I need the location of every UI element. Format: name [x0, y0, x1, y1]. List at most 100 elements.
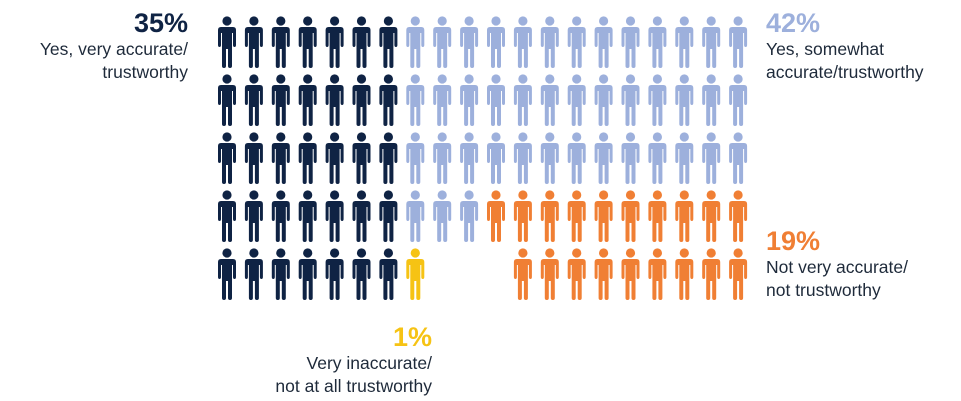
person-icon-somewhat	[702, 74, 721, 126]
person-icon-somewhat	[433, 74, 452, 126]
person-icon-very	[298, 132, 317, 184]
person-icon-notvery	[648, 190, 667, 242]
person-icon-somewhat	[567, 74, 586, 126]
person-icon-notvery	[675, 190, 694, 242]
somewhat-accurate-label-line1: Yes, somewhat	[766, 39, 885, 59]
very-inaccurate-label-line1: Very inaccurate/	[306, 353, 432, 373]
person-icon-very	[218, 248, 236, 300]
person-icon-somewhat	[594, 132, 613, 184]
person-icon-very	[218, 16, 236, 68]
person-icon-notvery	[513, 190, 532, 242]
person-icon-very	[298, 248, 317, 300]
very-inaccurate-percent: 1%	[392, 322, 432, 352]
person-icon-somewhat	[487, 74, 505, 126]
person-icon-very	[218, 190, 236, 242]
person-icon-very	[271, 16, 290, 68]
person-icon-somewhat	[540, 132, 559, 184]
person-icon-somewhat	[406, 190, 425, 242]
person-icon-somewhat	[648, 132, 667, 184]
person-icon-somewhat	[540, 74, 559, 126]
person-icon-somewhat	[729, 16, 748, 68]
person-icon-notvery	[540, 248, 559, 300]
person-icon-notvery	[594, 190, 613, 242]
person-icon-somewhat	[621, 16, 640, 68]
person-icon-very	[244, 74, 263, 126]
person-icon-somewhat	[513, 74, 532, 126]
not-very-accurate-percent: 19%	[766, 226, 821, 256]
person-icon-very	[218, 74, 236, 126]
person-icon-notvery	[648, 248, 667, 300]
person-icon-somewhat	[594, 74, 613, 126]
person-icon-very	[271, 248, 290, 300]
person-icon-somewhat	[675, 132, 694, 184]
person-icon-somewhat	[406, 16, 425, 68]
legend-somewhat-accurate: 42% Yes, somewhat accurate/trustworthy	[766, 8, 924, 84]
person-icon-notvery	[567, 190, 586, 242]
person-icon-somewhat	[487, 16, 505, 68]
very-accurate-percent: 35%	[133, 8, 188, 38]
person-icon-notvery	[621, 190, 640, 242]
person-icon-very	[244, 190, 263, 242]
person-icon-notvery	[675, 248, 694, 300]
person-icon-somewhat	[648, 74, 667, 126]
person-icon-very	[325, 248, 344, 300]
person-icon-very	[352, 190, 371, 242]
person-icon-somewhat	[460, 16, 479, 68]
person-icon-notvery	[594, 248, 613, 300]
person-icon-very	[244, 132, 263, 184]
very-accurate-label-line2: trustworthy	[102, 62, 188, 82]
person-icon-somewhat	[460, 132, 479, 184]
person-icon-notvery	[540, 190, 559, 242]
person-icon-very	[244, 16, 263, 68]
person-icon-very	[379, 248, 398, 300]
person-icon-very	[325, 16, 344, 68]
person-icon-somewhat	[594, 16, 613, 68]
person-icon-very	[379, 74, 398, 126]
person-icon-somewhat	[460, 74, 479, 126]
person-icon-notvery	[702, 248, 721, 300]
person-icon-very	[379, 132, 398, 184]
legend-not-very-accurate: 19% Not very accurate/ not trustworthy	[766, 226, 908, 302]
person-icon-notvery	[513, 248, 532, 300]
person-icon-notvery	[621, 248, 640, 300]
person-icon-very	[271, 132, 290, 184]
person-icon-very	[352, 132, 371, 184]
somewhat-accurate-percent: 42%	[766, 8, 821, 38]
person-icon-somewhat	[621, 132, 640, 184]
person-icon-very	[298, 74, 317, 126]
person-icon-inacc	[406, 248, 425, 300]
person-icon-very	[379, 190, 398, 242]
legend-very-inaccurate: 1% Very inaccurate/ not at all trustwort…	[275, 322, 432, 398]
person-icon-very	[271, 190, 290, 242]
not-very-accurate-label-line1: Not very accurate/	[766, 257, 908, 277]
person-icon-somewhat	[460, 190, 479, 242]
person-icon-very	[352, 74, 371, 126]
person-icon-somewhat	[406, 74, 425, 126]
legend-very-accurate: 35% Yes, very accurate/ trustworthy	[40, 8, 188, 84]
person-icon-somewhat	[513, 16, 532, 68]
person-icon-somewhat	[675, 74, 694, 126]
person-icon-notvery	[702, 190, 721, 242]
person-icon-somewhat	[621, 74, 640, 126]
person-icon-notvery	[567, 248, 586, 300]
person-icon-very	[298, 16, 317, 68]
person-icon-very	[325, 190, 344, 242]
very-accurate-label-line1: Yes, very accurate/	[39, 39, 188, 59]
person-icon-notvery	[729, 190, 748, 242]
person-icon-somewhat	[513, 132, 532, 184]
person-icon-somewhat	[540, 16, 559, 68]
not-very-accurate-label-line2: not trustworthy	[766, 280, 881, 300]
person-icon-somewhat	[433, 190, 452, 242]
person-icon-very	[325, 132, 344, 184]
person-icon-very	[352, 16, 371, 68]
person-icon-somewhat	[433, 16, 452, 68]
person-icon-somewhat	[702, 16, 721, 68]
person-icon-somewhat	[729, 132, 748, 184]
person-icon-somewhat	[433, 132, 452, 184]
person-icon-very	[218, 132, 236, 184]
person-icon-somewhat	[648, 16, 667, 68]
person-icon-somewhat	[567, 132, 586, 184]
person-icon-somewhat	[729, 74, 748, 126]
somewhat-accurate-label-line2: accurate/trustworthy	[766, 62, 924, 82]
